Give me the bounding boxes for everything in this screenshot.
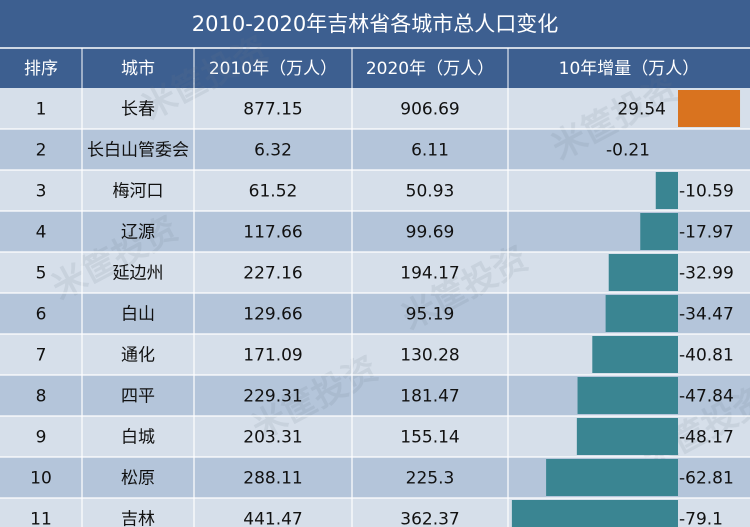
population-2010-cell: 877.15 [243,100,302,120]
change-label: -17.97 [679,223,734,243]
population-2020-cell: 95.19 [406,305,455,325]
increase-bar [678,90,741,127]
table-row [0,211,750,252]
population-2010-cell: 171.09 [243,346,302,366]
city-cell: 白城 [121,428,155,448]
rank-cell: 7 [36,346,47,366]
rank-cell: 4 [36,223,47,243]
decrease-bar [608,254,678,291]
table-grid [0,88,750,527]
rank-cell: 5 [36,264,47,284]
change-label: -47.84 [679,387,734,407]
change-label: -32.99 [679,264,734,284]
rank-cell: 6 [36,305,47,325]
decrease-bar [511,500,678,527]
column-header: 10年增量（万人） [559,59,700,79]
rank-cell: 2 [36,141,47,161]
column-header: 2010年（万人） [209,59,337,79]
population-2010-cell: 129.66 [243,305,302,325]
city-cell: 延边州 [113,264,164,284]
population-2010-cell: 227.16 [243,264,302,284]
population-2010-cell: 288.11 [243,469,302,489]
city-cell: 梅河口 [113,182,164,202]
population-2020-cell: 362.37 [400,510,459,527]
population-2020-cell: 181.47 [400,387,459,407]
change-label: -10.59 [679,182,734,202]
population-2020-cell: 99.69 [406,223,455,243]
rank-cell: 9 [36,428,47,448]
change-label: -0.21 [606,141,650,161]
city-cell: 通化 [121,346,155,366]
header-band [0,48,750,88]
decrease-bar [577,377,678,414]
city-cell: 吉林 [121,510,155,527]
table-row [0,170,750,211]
population-2010-cell: 229.31 [243,387,302,407]
decrease-bar [592,336,678,373]
rank-cell: 1 [36,100,47,120]
population-2010-cell: 6.32 [254,141,292,161]
population-2020-cell: 194.17 [400,264,459,284]
population-2010-cell: 441.47 [243,510,302,527]
population-2010-cell: 61.52 [249,182,298,202]
rank-cell: 8 [36,387,47,407]
population-2020-cell: 130.28 [400,346,459,366]
change-label: -34.47 [679,305,734,325]
table-row [0,88,750,129]
population-2020-cell: 906.69 [400,100,459,120]
decrease-bar [605,295,678,332]
rank-cell: 3 [36,182,47,202]
city-cell: 长白山管委会 [87,141,189,161]
title-band [0,0,750,48]
population-2010-cell: 117.66 [243,223,302,243]
population-2010-cell: 203.31 [243,428,302,448]
change-label: 29.54 [617,100,666,120]
change-label: -62.81 [679,469,734,489]
column-header: 城市 [121,59,155,79]
population-2020-cell: 6.11 [411,141,449,161]
decrease-bar [546,459,678,496]
change-label: -79.1 [679,510,723,527]
change-label: -48.17 [679,428,734,448]
city-cell: 松原 [121,469,155,489]
rank-cell: 11 [30,510,52,527]
city-cell: 长春 [121,100,155,120]
city-cell: 辽源 [121,223,155,243]
population-2020-cell: 225.3 [406,469,455,489]
population-2020-cell: 50.93 [406,182,455,202]
table-row [0,129,750,170]
decrease-bar [640,213,678,250]
rank-cell: 10 [30,469,52,489]
column-header: 排序 [24,59,58,79]
population-2020-cell: 155.14 [400,428,459,448]
decrease-bar [655,172,678,209]
change-label: -40.81 [679,346,734,366]
column-header: 2020年（万人） [366,59,494,79]
decrease-bar [576,418,678,455]
chart-title: 2010-2020年吉林省各城市总人口变化 [192,12,558,36]
city-cell: 四平 [121,387,155,407]
city-cell: 白山 [121,305,155,325]
